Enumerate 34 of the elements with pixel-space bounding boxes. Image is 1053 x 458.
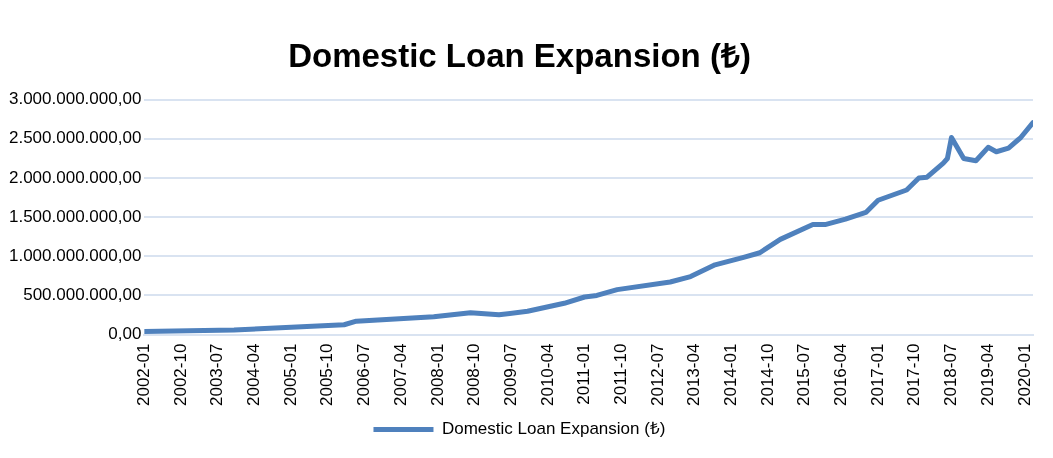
x-tick-label: 2014-01: [721, 343, 741, 406]
y-tick-label: 500.000.000,00: [23, 285, 142, 305]
x-tick-label: 2017-01: [867, 343, 887, 406]
y-tick-label: 2.000.000.000,00: [8, 167, 142, 187]
x-tick-label: 2011-01: [574, 343, 594, 405]
y-tick-label: 1.500.000.000,00: [8, 206, 142, 226]
x-tick-label: 2019-04: [977, 343, 997, 406]
x-tick-label: 2002-01: [134, 343, 154, 406]
x-tick-label: 2008-01: [427, 343, 447, 406]
x-tick-label: 2012-07: [647, 343, 667, 406]
x-tick-label: 2005-01: [280, 343, 300, 406]
y-tick-label: 1.000.000.000,00: [8, 245, 142, 265]
x-tick-label: 2016-04: [831, 343, 851, 406]
x-tick-label: 2002-10: [170, 343, 190, 406]
x-tick-label: 2018-07: [941, 343, 961, 406]
x-tick-label: 2007-04: [390, 343, 410, 406]
x-tick-label: 2008-10: [464, 343, 484, 406]
y-tick-label: 0,00: [108, 324, 142, 344]
x-tick-label: 2011-10: [610, 343, 630, 405]
x-tick-label: 2003-07: [207, 343, 227, 406]
x-tick-label: 2009-07: [500, 343, 520, 406]
legend-label: Domestic Loan Expansion (₺): [441, 419, 666, 439]
y-tick-label: 3.000.000.000,00: [8, 89, 142, 109]
x-tick-label: 2015-07: [794, 343, 814, 406]
x-tick-label: 2004-04: [244, 343, 264, 406]
y-tick-label: 2.500.000.000,00: [8, 128, 142, 148]
x-tick-label: 2010-04: [537, 343, 557, 406]
x-tick-label: 2005-10: [317, 343, 337, 406]
x-tick-label: 2006-07: [354, 343, 374, 406]
chart-title: Domestic Loan Expansion (₺): [288, 36, 751, 74]
x-tick-label: 2013-04: [684, 343, 704, 406]
x-tick-label: 2014-10: [757, 343, 777, 406]
x-tick-label: 2020-01: [1014, 343, 1034, 406]
x-tick-label: 2017-10: [904, 343, 924, 406]
